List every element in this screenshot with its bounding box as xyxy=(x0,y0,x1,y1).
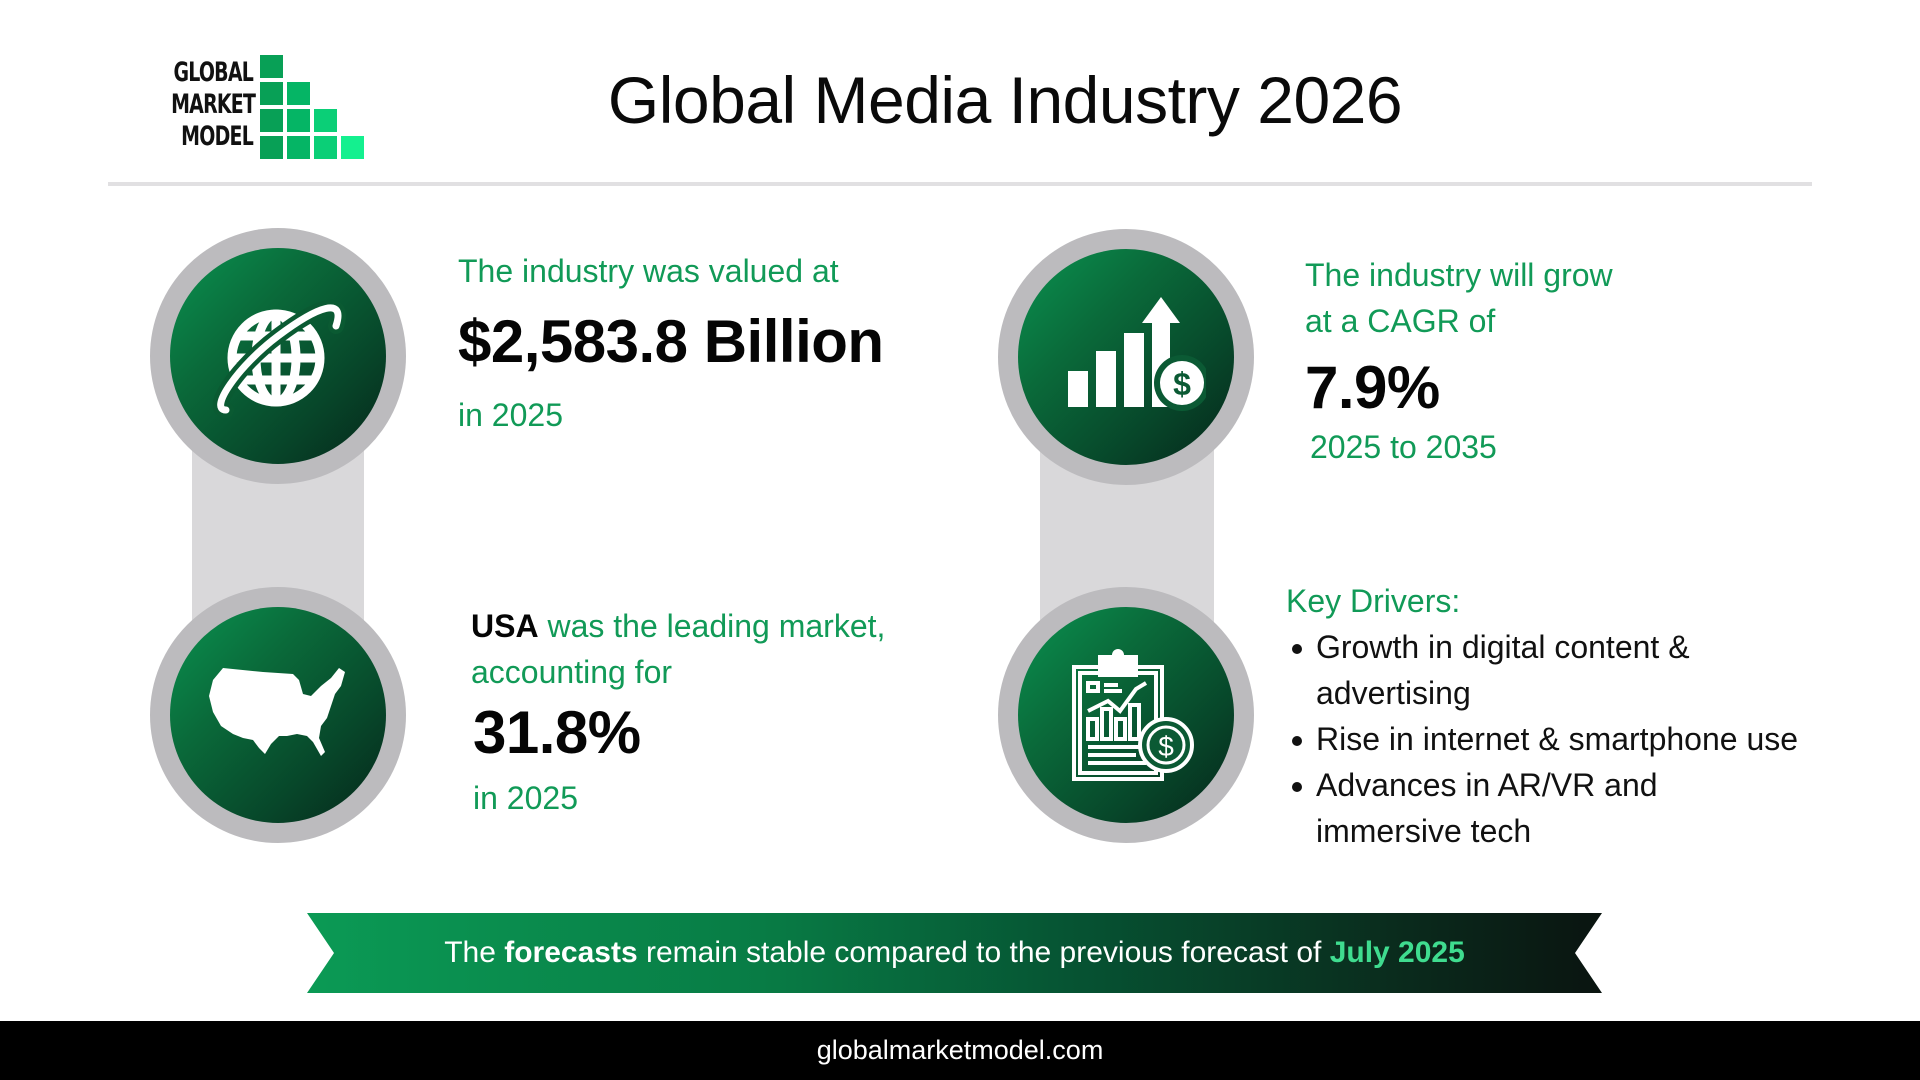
leading-market-year: in 2025 xyxy=(473,780,578,816)
leading-market-lead: was the leading market, xyxy=(547,608,886,644)
banner-highlight-date: July 2025 xyxy=(1329,936,1465,969)
footer: globalmarketmodel.com xyxy=(0,1021,1920,1080)
usa-map-icon xyxy=(209,668,345,756)
brand-logo: GLOBAL MARKET MODEL xyxy=(148,55,368,163)
driver-1-line-1: Growth in digital content & xyxy=(1316,629,1690,665)
valuation-block: The industry was valued at $2,583.8 Bill… xyxy=(458,248,978,438)
key-drivers-block: Key Drivers: Growth in digital content &… xyxy=(1286,578,1846,854)
forecast-banner: The forecasts remain stable compared to … xyxy=(307,913,1602,993)
valuation-lead: The industry was valued at xyxy=(458,253,839,289)
page-title: Global Media Industry 2026 xyxy=(607,63,1403,137)
logo-line-3: MODEL xyxy=(181,121,254,152)
driver-1-line-2: advertising xyxy=(1316,675,1471,711)
driver-3-line-2: immersive tech xyxy=(1316,813,1532,849)
drivers-heading: Key Drivers: xyxy=(1286,583,1461,619)
leading-market-block: USA was the leading market, accounting f… xyxy=(471,603,971,821)
cagr-lead-1: The industry will grow xyxy=(1305,257,1613,293)
leading-country: USA xyxy=(471,608,539,644)
header-divider xyxy=(108,182,1812,186)
report-clipboard-dollar-icon: $ xyxy=(1072,649,1194,781)
leading-market-lead-2: accounting for xyxy=(471,654,673,690)
cagr-period: 2025 to 2035 xyxy=(1310,429,1497,465)
cagr-block: The industry will grow at a CAGR of 7.9%… xyxy=(1305,252,1825,470)
growth-chart-dollar-icon: $ xyxy=(1068,297,1206,411)
svg-text:$: $ xyxy=(1158,731,1174,762)
cagr-lead-2: at a CAGR of xyxy=(1305,303,1496,339)
svg-text:$: $ xyxy=(1173,366,1191,402)
banner-text: The forecasts remain stable compared to … xyxy=(444,936,1465,970)
driver-item: Advances in AR/VR and immersive tech xyxy=(1292,762,1846,854)
leading-market-share: 31.8% xyxy=(473,699,641,766)
banner-mid: remain stable compared to the previous f… xyxy=(645,936,1322,969)
cagr-icon-badge: $ xyxy=(998,229,1254,485)
driver-3-line-1: Advances in AR/VR and xyxy=(1316,767,1658,803)
globe-orbit-icon xyxy=(212,300,346,418)
footer-url-link[interactable]: globalmarketmodel.com xyxy=(816,1035,1104,1065)
drivers-icon-badge: $ xyxy=(998,587,1254,843)
banner-bold: forecasts xyxy=(504,936,638,969)
cagr-value: 7.9% xyxy=(1305,354,1440,421)
logo-line-1: GLOBAL xyxy=(173,57,254,88)
valuation-icon-badge xyxy=(150,228,406,484)
driver-item: Growth in digital content & advertising xyxy=(1292,624,1846,716)
driver-2-line-1: Rise in internet & smartphone use xyxy=(1316,721,1799,757)
valuation-year: in 2025 xyxy=(458,397,563,433)
leading-market-icon-badge xyxy=(150,587,406,843)
logo-wordmark: GLOBAL MARKET MODEL xyxy=(171,57,256,153)
logo-line-2: MARKET xyxy=(171,89,256,120)
drivers-list: Growth in digital content & advertising … xyxy=(1286,624,1846,854)
banner-pre: The xyxy=(444,936,496,969)
valuation-value: $2,583.8 Billion xyxy=(458,308,884,375)
driver-item: Rise in internet & smartphone use xyxy=(1292,716,1846,762)
